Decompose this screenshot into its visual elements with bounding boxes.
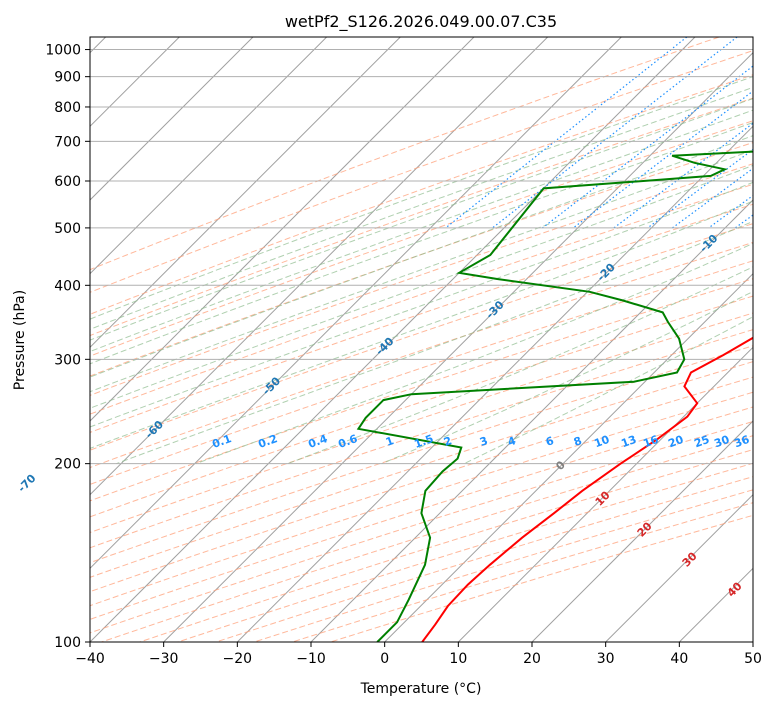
y-tick-label: 500 [54,221,81,237]
x-axis-label: Temperature (°C) [360,681,482,697]
dry-adiabat-line [102,37,775,642]
isotherm-line [679,37,775,642]
x-tick-label: 30 [597,651,615,667]
mixing-ratio-line [614,37,775,228]
moist-adiabat-line [50,37,775,464]
x-tick-label: −30 [149,651,179,667]
mixing-ratio-label: 20 [666,433,685,451]
x-tick-label: 40 [670,651,688,667]
x-tick-label: 10 [449,651,467,667]
y-tick-label: 200 [54,457,81,473]
isotherm-label: -70 [15,471,38,494]
x-axis-ticks: −40 −30 −20 −10 0 10 20 30 40 50 [75,642,762,667]
isotherm-line [164,37,769,642]
mixing-ratio-label: 3 [478,434,490,449]
isotherm-line [16,37,621,642]
isotherm-line [0,37,400,642]
mixing-ratio-label: 10 [592,433,611,451]
isotherm-line [90,37,695,642]
mixing-ratio-label: 0.2 [256,432,279,451]
sounding-traces [358,46,775,642]
mixing-ratio-line [709,37,775,228]
dry-adiabat-line [331,37,775,642]
y-tick-label: 400 [54,278,81,294]
isotherm-line [0,37,253,642]
chart-title: wetPf2_S126.2026.049.00.07.C35 [285,12,557,32]
mixing-ratio-label: 36 [732,433,751,451]
mixing-ratio-label: 0.4 [306,432,329,451]
isotherm-line [0,37,327,642]
x-tick-label: 50 [744,651,762,667]
isotherm-line [0,37,474,642]
isotherm-labels: -100-90-80-70-60-50-40-30-20-10 [0,232,721,625]
dry-adiabat-line [178,37,775,642]
mixing-ratio-line [492,37,737,228]
x-tick-label: −10 [296,651,326,667]
mixing-ratio-line [735,37,775,228]
moist-adiabat-line [196,37,775,464]
y-tick-label: 300 [54,352,81,368]
moist-adiabat-line [382,37,775,464]
x-tick-label: 20 [523,651,541,667]
y-tick-label: 600 [54,174,81,190]
plot-frame [90,37,753,642]
mixing-ratio-line [672,37,775,228]
mixing-ratio-label: 2 [442,434,454,449]
mixing-ratio-label: 30 [712,433,731,451]
pressure-gridlines [90,50,753,642]
mixing-ratio-label: 6 [544,434,556,449]
mixing-ratio-label: 25 [692,433,711,450]
x-tick-label: −40 [75,651,105,667]
y-tick-label: 1000 [45,43,81,59]
y-axis-ticks: 100 200 300 400 500 600 700 800 900 1000 [45,43,90,651]
dewpoint-trace [358,46,775,642]
mixing-ratio-label: 0.1 [210,432,233,451]
dry-adiabat-line [0,37,719,642]
y-axis-label: Pressure (hPa) [12,290,28,390]
mixing-ratio-label: 13 [619,433,638,450]
mixing-ratio-line [573,37,775,228]
mixing-ratio-label: 1 [384,434,396,449]
dry-adiabat-label: 10 [593,488,613,508]
mixing-ratio-label: 8 [572,434,584,449]
y-tick-label: 700 [54,134,81,150]
mixing-ratio-label: 0.6 [336,432,359,451]
isotherm-line [753,37,775,642]
y-tick-label: 100 [54,635,81,651]
y-tick-label: 800 [54,100,81,116]
dry-adiabat-label: 40 [725,579,745,599]
x-tick-label: 0 [380,651,389,667]
y-tick-label: 900 [54,70,81,86]
isotherm-line [385,37,775,642]
x-tick-label: −20 [223,651,253,667]
dry-adiabat-label: 30 [680,549,700,569]
